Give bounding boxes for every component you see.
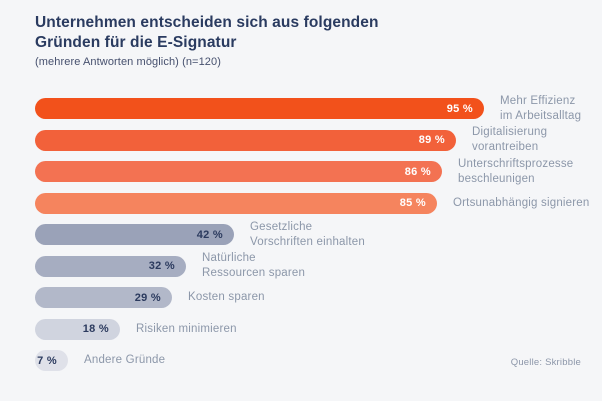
bar: 89 % bbox=[35, 129, 456, 151]
bar: 95 % bbox=[35, 98, 484, 119]
bar-category-label: Gesetzliche Vorschriften einhalten bbox=[250, 220, 365, 250]
bar-category-label-line: Ortsunabhängig signieren bbox=[453, 196, 590, 209]
bar-category-label-line: Digitalisierung bbox=[472, 126, 548, 138]
bar-category-label: Ortsunabhängig signieren bbox=[453, 196, 590, 211]
source-credit: Quelle: Skribble bbox=[510, 357, 581, 368]
bar-value: 18 % bbox=[82, 323, 109, 335]
bar-category-label-line: im Arbeitsalltag bbox=[500, 109, 582, 122]
bar-row: 42 % Gesetzliche Vorschriften einhalten bbox=[35, 221, 590, 248]
bar-category-label-line: Kosten sparen bbox=[188, 291, 265, 303]
bar-chart: 95 % Mehr Effizienz im Arbeitsalltag 89 % Di… bbox=[35, 95, 590, 371]
bar-category-label: Digitalisierung vorantreiben bbox=[472, 125, 547, 155]
bar-row: 18 % Risiken minimieren bbox=[35, 318, 590, 340]
bar-row: 89 % Digitalisierung vorantreiben bbox=[35, 126, 590, 153]
chart-title-line-2: Gründen für die E-Signatur bbox=[35, 34, 237, 51]
bar: 29 % bbox=[35, 287, 172, 308]
bar-row: 29 % Kosten sparen bbox=[35, 287, 590, 308]
bar: 86 % bbox=[35, 161, 442, 182]
chart-title-line-1: Unternehmen entscheiden sich aus folgend… bbox=[35, 14, 379, 31]
bar-category-label: Mehr Effizienz im Arbeitsalltag bbox=[500, 94, 581, 124]
bar-category-label-line: Vorschriften einhalten bbox=[250, 235, 365, 248]
bar-category-label: Unterschriftsprozesse beschleunigen bbox=[458, 157, 573, 187]
bar-category-label-line: beschleunigen bbox=[458, 172, 535, 185]
bar-value: 95 % bbox=[446, 102, 473, 115]
bar: 18 % bbox=[35, 318, 120, 340]
bar-category-label: Risiken minimieren bbox=[136, 322, 237, 337]
bar-category-label-line: Mehr Effizienz bbox=[500, 94, 576, 107]
bar-category-label-line: Ressourcen sparen bbox=[202, 267, 306, 279]
bar: 32 % bbox=[35, 255, 186, 277]
bar: 85 % bbox=[35, 192, 437, 214]
bar-value: 32 % bbox=[148, 260, 175, 272]
bar-category-label-line: Andere Gründe bbox=[84, 354, 166, 366]
bar-category-label-line: Unterschriftsprozesse bbox=[458, 157, 574, 170]
bar-row: 32 % Natürliche Ressourcen sparen bbox=[35, 252, 590, 279]
bar-row: 85 % Ortsunabhängig signieren bbox=[35, 192, 590, 214]
bar-category-label-line: vorantreiben bbox=[472, 141, 539, 153]
bar-category-label-line: Gesetzliche bbox=[250, 220, 313, 233]
bar-category-label: Andere Gründe bbox=[84, 353, 165, 368]
bar-value: 89 % bbox=[418, 134, 445, 146]
chart-header: Unternehmen entscheiden sich aus folgend… bbox=[35, 13, 379, 68]
bar: 42 % bbox=[35, 224, 234, 245]
bar: 7 % bbox=[35, 350, 68, 371]
bar-category-label-line: Risiken minimieren bbox=[136, 322, 237, 335]
bar-category-label: Natürliche Ressourcen sparen bbox=[202, 251, 305, 281]
bar-value: 29 % bbox=[134, 291, 161, 304]
bar-value: 7 % bbox=[37, 354, 57, 367]
bar-row: 7 % Andere Gründe bbox=[35, 350, 590, 371]
bar-value: 86 % bbox=[404, 165, 431, 178]
chart-subtitle: (mehrere Antworten möglich) (n=120) bbox=[35, 56, 221, 68]
bar-category-label: Kosten sparen bbox=[188, 290, 265, 305]
bar-category-label-line: Natürliche bbox=[202, 252, 256, 264]
bar-value: 42 % bbox=[196, 228, 223, 241]
bar-value: 85 % bbox=[399, 197, 426, 209]
bar-row: 95 % Mehr Effizienz im Arbeitsalltag bbox=[35, 95, 590, 122]
bar-row: 86 % Unterschriftsprozesse beschleunigen bbox=[35, 158, 590, 185]
chart-title: Unternehmen entscheiden sich aus folgend… bbox=[35, 13, 379, 53]
